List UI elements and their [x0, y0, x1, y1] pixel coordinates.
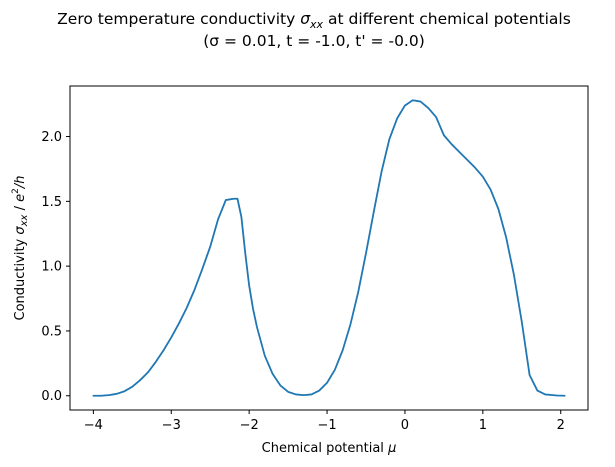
axes-frame — [69, 85, 589, 411]
y-tick-label: 0.0 — [41, 389, 62, 404]
y-axis: 0.0 0.5 1.0 1.5 2.0 — [41, 130, 70, 404]
x-tick-label: −3 — [162, 418, 181, 433]
y-tick-label: 1.5 — [41, 195, 62, 210]
x-tick-label: 1 — [479, 418, 487, 433]
plot-area — [92, 99, 566, 397]
y-tick-label: 2.0 — [41, 130, 62, 145]
series-line — [92, 99, 566, 397]
x-axis: −4 −3 −2 −1 0 1 2 — [84, 410, 565, 433]
x-axis-label: Chemical potential μ — [262, 441, 397, 456]
chart-title-line1: Zero temperature conductivity σxx at dif… — [57, 10, 571, 31]
x-tick-label: −4 — [84, 418, 103, 433]
y-tick-label: 1.0 — [41, 260, 62, 275]
x-tick-label: 0 — [401, 418, 409, 433]
y-axis-label: Conductivity σxx / e2/h — [11, 176, 30, 321]
x-tick-label: −1 — [317, 418, 336, 433]
y-tick-label: 0.5 — [41, 324, 62, 339]
x-tick-label: 2 — [557, 418, 565, 433]
chart-title-line2: (σ = 0.01, t = -1.0, t' = -0.0) — [203, 32, 425, 50]
x-tick-label: −2 — [240, 418, 259, 433]
